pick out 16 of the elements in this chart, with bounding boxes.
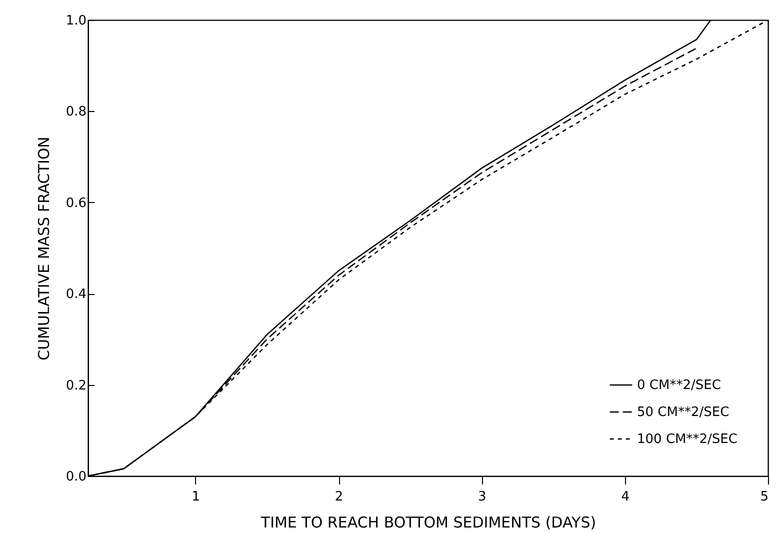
y-tick-label: 0.0	[66, 470, 86, 484]
x-tick-label: 1	[192, 490, 200, 504]
x-tick-label: 3	[478, 490, 486, 504]
legend-label: 50 CM**2/SEC	[637, 405, 730, 420]
legend-label: 100 CM**2/SEC	[637, 432, 738, 447]
y-tick-label: 0.8	[66, 104, 86, 120]
y-axis-title: CUMULATIVE MASS FRACTION	[34, 136, 53, 360]
x-tick-label: 5	[760, 490, 768, 504]
y-tick-label: 0.4	[66, 287, 86, 302]
x-axis-title: TIME TO REACH BOTTOM SEDIMENTS (DAYS)	[260, 514, 596, 532]
x-tick-label: 2	[334, 490, 344, 504]
y-tick-label: 0.2	[66, 378, 86, 394]
legend-label: 0 CM**2/SEC	[637, 378, 721, 393]
x-tick-label: 4	[621, 490, 630, 504]
y-tick-label: 1.0	[66, 14, 86, 28]
y-tick-label: 0.6	[66, 196, 86, 211]
